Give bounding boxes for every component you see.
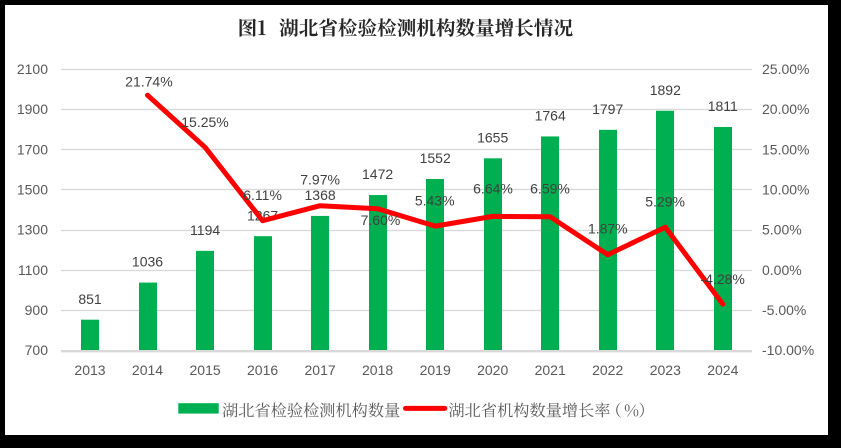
svg-text:2021: 2021 xyxy=(535,362,566,378)
svg-text:1368: 1368 xyxy=(305,187,336,203)
svg-text:-5.00%: -5.00% xyxy=(762,302,806,318)
svg-text:6.59%: 6.59% xyxy=(530,181,570,197)
svg-text:2020: 2020 xyxy=(477,362,508,378)
svg-text:2016: 2016 xyxy=(247,362,278,378)
svg-text:25.00%: 25.00% xyxy=(762,61,809,77)
svg-text:1900: 1900 xyxy=(17,101,48,117)
svg-text:1472: 1472 xyxy=(362,166,393,182)
svg-text:2023: 2023 xyxy=(650,362,681,378)
svg-text:5.29%: 5.29% xyxy=(645,193,685,209)
svg-text:2022: 2022 xyxy=(592,362,623,378)
svg-text:5.43%: 5.43% xyxy=(415,193,455,209)
svg-text:1700: 1700 xyxy=(17,141,48,157)
svg-text:700: 700 xyxy=(25,342,49,358)
svg-text:0.00%: 0.00% xyxy=(762,262,802,278)
svg-text:1100: 1100 xyxy=(18,262,48,278)
svg-text:2013: 2013 xyxy=(74,362,105,378)
svg-text:1655: 1655 xyxy=(477,129,508,145)
svg-text:7.97%: 7.97% xyxy=(300,172,340,188)
svg-text:6.11%: 6.11% xyxy=(243,187,282,203)
svg-text:2015: 2015 xyxy=(190,362,221,378)
svg-text:1811: 1811 xyxy=(708,98,738,114)
svg-text:2014: 2014 xyxy=(132,362,163,378)
svg-text:900: 900 xyxy=(25,302,49,318)
svg-text:1.87%: 1.87% xyxy=(588,221,628,237)
svg-text:1552: 1552 xyxy=(420,150,451,166)
svg-text:1892: 1892 xyxy=(650,82,681,98)
svg-text:15.25%: 15.25% xyxy=(181,114,228,130)
svg-text:2018: 2018 xyxy=(362,362,393,378)
svg-text:-10.00%: -10.00% xyxy=(762,342,814,358)
svg-text:2024: 2024 xyxy=(707,362,738,378)
svg-text:21.74%: 21.74% xyxy=(125,74,172,90)
svg-text:2017: 2017 xyxy=(305,362,336,378)
svg-text:1300: 1300 xyxy=(17,222,48,238)
svg-text:851: 851 xyxy=(78,291,102,307)
svg-text:1797: 1797 xyxy=(592,101,623,117)
svg-text:-4.28%: -4.28% xyxy=(701,271,745,287)
svg-text:1194: 1194 xyxy=(190,222,220,238)
svg-text:20.00%: 20.00% xyxy=(762,101,809,117)
svg-text:10.00%: 10.00% xyxy=(762,182,809,198)
svg-text:2019: 2019 xyxy=(420,362,451,378)
svg-text:1036: 1036 xyxy=(132,254,163,270)
svg-text:1764: 1764 xyxy=(535,108,566,124)
svg-text:1500: 1500 xyxy=(17,182,48,198)
svg-text:2100: 2100 xyxy=(17,61,48,77)
svg-text:6.64%: 6.64% xyxy=(473,181,513,197)
svg-text:5.00%: 5.00% xyxy=(762,222,802,238)
svg-text:15.00%: 15.00% xyxy=(762,141,809,157)
svg-text:7.60%: 7.60% xyxy=(361,212,401,228)
